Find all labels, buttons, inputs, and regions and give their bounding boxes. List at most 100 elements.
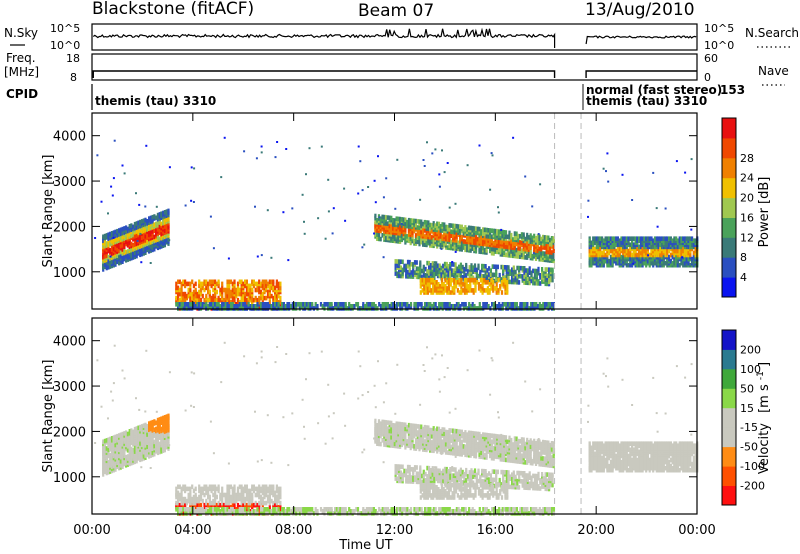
power-echo-cell (272, 279, 275, 285)
power-echo-cell (417, 266, 420, 272)
power-echo-cell (194, 281, 197, 287)
velocity-echo-cell (130, 428, 133, 433)
power-echo-cell (258, 285, 261, 291)
power-echo-cell (118, 236, 121, 241)
power-echo-cell (463, 290, 466, 295)
power-echo-cell (221, 285, 224, 291)
power-echo-cell (133, 234, 136, 239)
velocity-echo-cell (130, 456, 133, 462)
power-echo-cell (109, 248, 112, 253)
power-echo-cell (542, 251, 545, 256)
power-echo-cell (467, 225, 471, 231)
power-echo-cell (511, 275, 514, 281)
power-echo-cell (684, 171, 687, 174)
freq-trace (92, 70, 697, 78)
power-echo-cell (149, 225, 152, 231)
power-echo-cell (415, 266, 418, 271)
power-echo-cell (525, 268, 528, 273)
power-echo-cell (185, 302, 188, 307)
power-echo-cell (485, 288, 488, 293)
power-echo-cell (214, 302, 217, 307)
power-echo-cell (681, 256, 684, 259)
power-echo-cell (524, 236, 527, 242)
power-echo-cell (604, 236, 607, 241)
power-echo-cell (258, 295, 261, 301)
power-echo-cell (538, 234, 541, 239)
power-echo-cell (142, 234, 145, 240)
power-echo-cell (438, 263, 441, 269)
power-echo-cell (537, 266, 540, 272)
power-echo-cell (244, 291, 247, 297)
power-echo-cell (692, 242, 695, 248)
power-echo-cell (664, 240, 667, 246)
power-echo-cell (363, 243, 366, 246)
power-echo-cell (231, 302, 234, 307)
velocity-echo-cell (247, 492, 250, 498)
velocity-echo-cell (142, 423, 145, 428)
velocity-echo-cell (266, 494, 270, 500)
power-echo-cell (514, 275, 517, 281)
power-echo-cell (163, 224, 166, 229)
power-echo-cell (494, 228, 497, 234)
power-echo-cell (514, 269, 517, 275)
power-echo-cell (436, 235, 439, 241)
power-echo-cell (627, 236, 630, 241)
velocity-echo-cell (184, 507, 187, 512)
velocity-echo-cell (217, 500, 220, 506)
freq-panel-frame (91, 53, 698, 81)
power-echo-cell (490, 286, 493, 291)
power-echo-cell (199, 297, 203, 303)
velocity-echo-cell (247, 488, 250, 494)
power-echo-cell (184, 297, 187, 303)
power-echo-cell (620, 236, 623, 241)
power-echo-cell (529, 302, 533, 307)
power-echo-cell (429, 275, 432, 280)
velocity-echo-cell (228, 504, 231, 510)
power-echo-cell (438, 269, 441, 275)
power-echo-cell (443, 272, 447, 277)
power-echo-cell (463, 282, 466, 287)
velocity-echo-cell (187, 498, 190, 504)
power-echo-cell (431, 152, 434, 155)
power-echo-cell (590, 240, 593, 246)
velocity-echo-cell (256, 490, 259, 496)
power-echo-cell (228, 295, 231, 301)
power-echo-cell (383, 302, 386, 307)
velocity-echo-cell (251, 502, 254, 508)
velocity-echo-cell (153, 439, 156, 445)
power-echo-cell (462, 239, 465, 244)
power-echo-cell (403, 263, 406, 269)
power-echo-cell (111, 194, 114, 197)
power-echo-cell (669, 236, 672, 241)
power-echo-cell (504, 244, 508, 250)
velocity-echo-cell (151, 438, 154, 443)
power-echo-cell (503, 265, 507, 270)
power-echo-cell (433, 261, 436, 264)
velocity-echo-cell (245, 496, 248, 502)
velocity-echo-cell (191, 484, 194, 490)
power-echo-cell (454, 250, 457, 253)
power-echo-cell (691, 236, 694, 241)
power-echo-cell (449, 282, 452, 287)
power-echo-cell (444, 277, 447, 283)
power-echo-cell (382, 196, 385, 199)
velocity-echo-cell (205, 490, 208, 496)
power-echo-cell (272, 285, 275, 291)
power-echo-cell (668, 236, 671, 241)
power-echo-cell (119, 249, 122, 255)
power-echo-cell (275, 279, 278, 285)
power-echo-cell (132, 243, 135, 248)
power-echo-cell (480, 239, 483, 244)
power-echo-cell (616, 246, 619, 252)
power-echo-cell (437, 229, 441, 235)
power-echo-cell (526, 302, 529, 307)
velocity-echo-cell (198, 502, 201, 508)
power-echo-cell (629, 242, 632, 248)
power-echo-cell (399, 302, 402, 307)
power-echo-cell (443, 261, 447, 267)
power-echo-cell (517, 233, 520, 239)
velocity-echo-cell (205, 484, 208, 490)
velocity-echo-cell (162, 446, 165, 451)
power-echo-cell (118, 254, 121, 260)
power-echo-cell (434, 231, 437, 237)
